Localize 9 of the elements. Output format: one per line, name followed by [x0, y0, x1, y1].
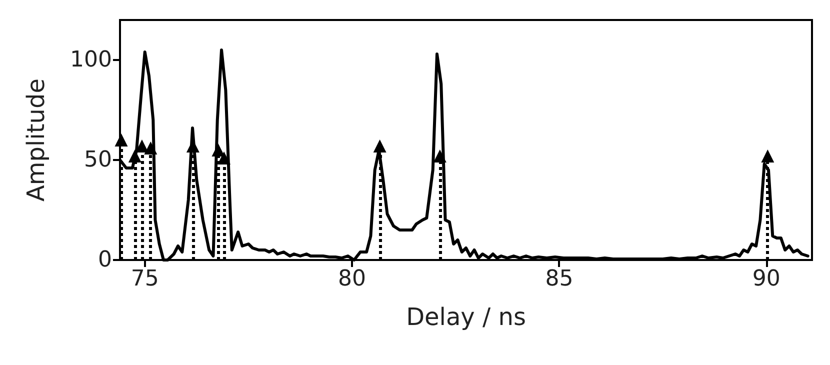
y-tick-label: 50	[84, 148, 112, 172]
x-tick-label: 80	[338, 266, 366, 292]
x-tick-label: 90	[752, 266, 780, 292]
x-tick-label: 85	[545, 266, 574, 292]
x-axis-title: Delay / ns	[406, 303, 526, 331]
x-tick-label: 75	[130, 266, 159, 292]
y-axis-title: Amplitude	[22, 78, 50, 202]
y-tick-label: 0	[98, 248, 112, 272]
y-tick-label: 100	[70, 48, 112, 72]
